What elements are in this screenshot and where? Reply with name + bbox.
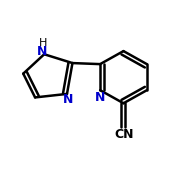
Text: N: N — [63, 93, 73, 106]
Text: N: N — [37, 45, 47, 58]
Text: CN: CN — [114, 128, 134, 141]
Text: N: N — [95, 91, 105, 104]
Text: H: H — [39, 38, 48, 48]
